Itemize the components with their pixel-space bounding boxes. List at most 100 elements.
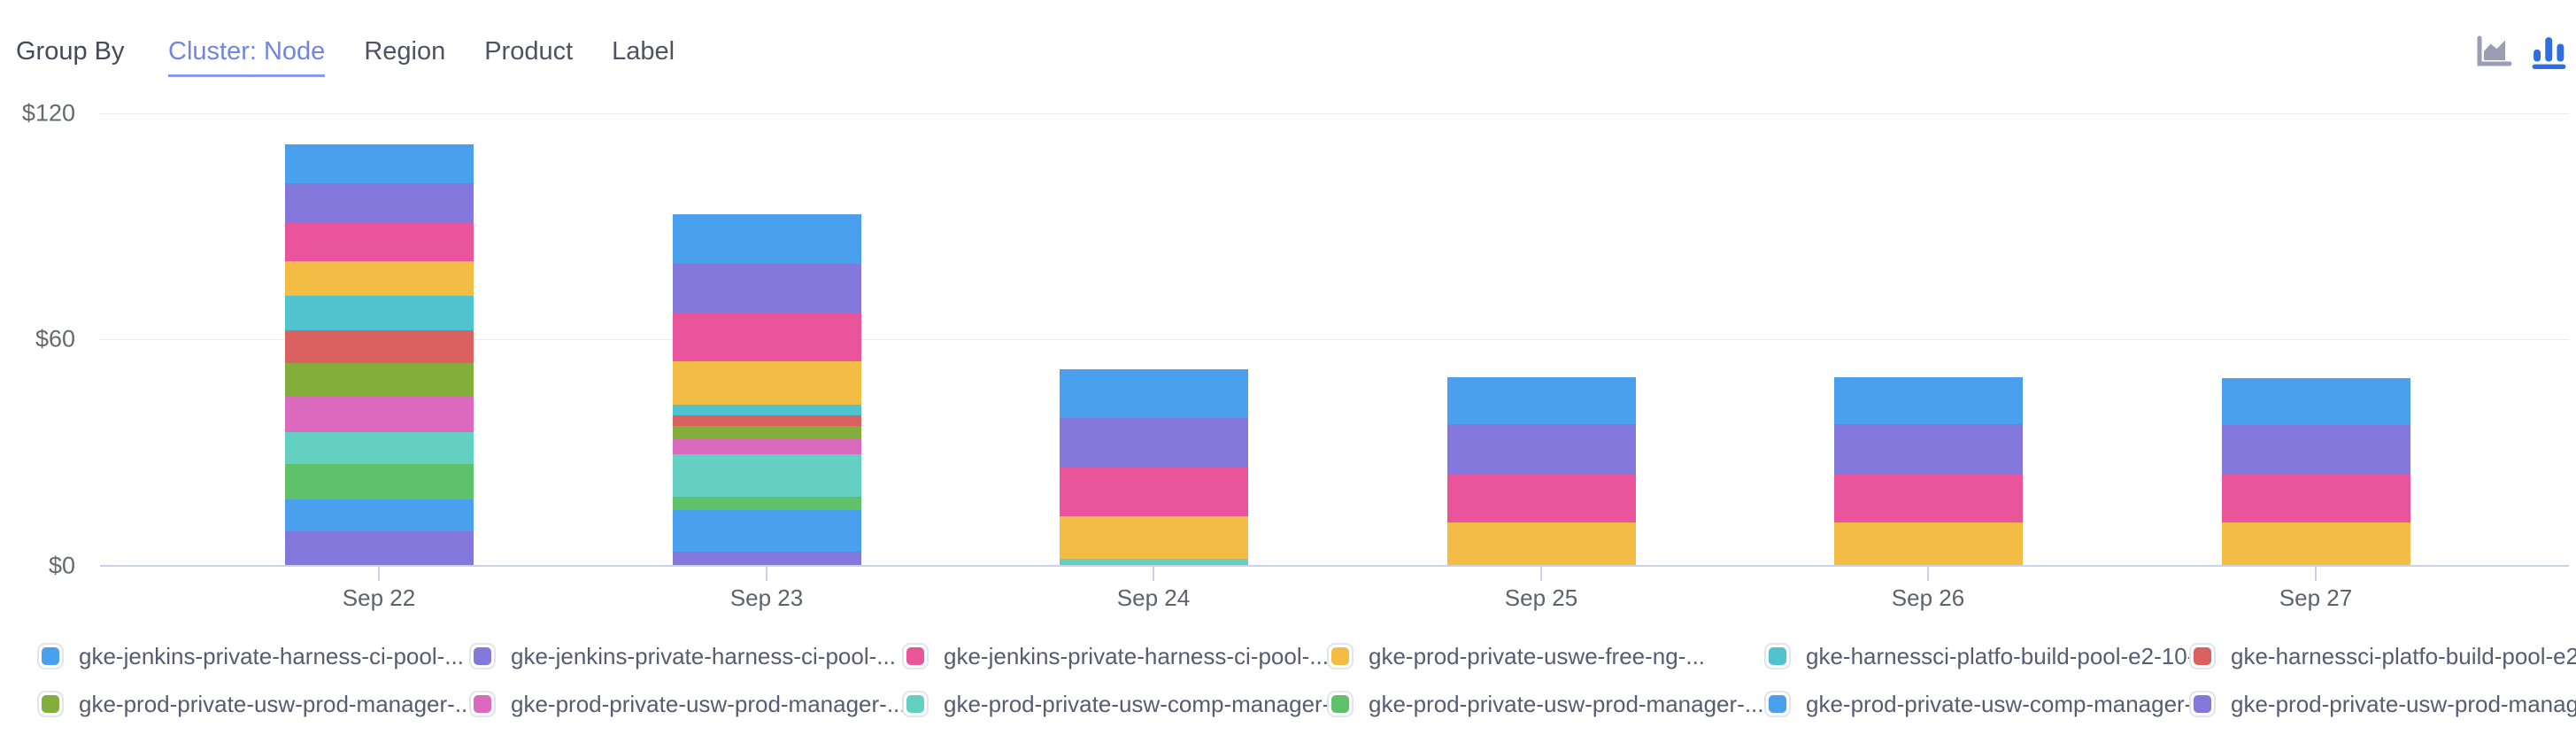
legend-item[interactable]: gke-jenkins-private-harness-ci-pool-... [902,643,1349,669]
bar-segment-sep-26[interactable] [1833,376,2023,425]
bar-segment-sep-25[interactable] [1446,474,1636,522]
x-axis-tick [1927,567,1929,581]
bar-segment-sep-24[interactable] [1059,417,1248,468]
x-axis-label: Sep 23 [729,584,804,611]
legend-item[interactable]: gke-jenkins-private-harness-ci-pool-... [469,643,906,669]
bar-segment-sep-27[interactable] [2221,377,2410,425]
legend-item[interactable]: gke-prod-private-usw-comp-manager-... [1764,691,2214,717]
bar-segment-sep-24[interactable] [1059,467,1248,516]
legend-label: gke-jenkins-private-harness-ci-pool-... [944,642,1329,669]
bar-segment-sep-26[interactable] [1833,522,2023,565]
bar-segment-sep-22[interactable] [284,363,474,397]
bar-segment-sep-24[interactable] [1059,558,1248,565]
bar-segment-sep-22[interactable] [284,144,474,184]
x-axis-tick [1153,567,1154,581]
legend-column: gke-prod-private-uswe-free-ng-... gke-pro… [1327,643,1764,717]
legend-label: gke-prod-private-usw-prod-manager-... [79,690,474,717]
bar-segment-sep-22[interactable] [284,530,474,565]
legend-swatch-icon [37,691,64,717]
y-axis-label: $120 [21,99,75,127]
x-axis-label: Sep 27 [2279,584,2353,611]
legend-swatch-icon [2189,643,2216,669]
bar-segment-sep-22[interactable] [284,396,474,432]
bar-segment-sep-22[interactable] [284,222,474,261]
legend-item[interactable]: gke-harnessci-platfo-build-pool-e2-10-..… [1764,643,2214,669]
bar-segment-sep-23[interactable] [672,405,861,415]
bar-segment-sep-25[interactable] [1446,376,1636,425]
x-axis-label: Sep 26 [1891,584,1965,611]
tab-label[interactable]: Label [612,37,675,66]
bar-segment-sep-23[interactable] [672,552,861,565]
legend-swatch-icon [902,643,929,669]
legend-item[interactable]: gke-prod-private-usw-comp-manager-... [902,691,1349,717]
legend-item[interactable]: gke-prod-private-usw-prod-manager-... [37,691,474,717]
bar-segment-sep-27[interactable] [2221,475,2410,522]
legend-label: gke-harnessci-platfo-build-pool-e2-10-..… [1806,642,2215,669]
legend-item[interactable]: gke-prod-private-usw-prod-manager-... [2189,691,2576,717]
legend-label: gke-prod-private-usw-comp-manager-... [944,690,1350,717]
legend-swatch-icon [1764,691,1791,717]
tab-cluster-node[interactable]: Cluster: Node [168,37,326,77]
bar-segment-sep-24[interactable] [1059,369,1248,418]
legend-label: gke-prod-private-usw-prod-manager-... [2231,690,2576,717]
bar-sep-27 [2221,377,2410,565]
group-by-label: Group By [16,37,125,66]
x-axis-label: Sep 22 [342,584,416,611]
bar-segment-sep-22[interactable] [284,499,474,531]
bar-segment-sep-25[interactable] [1446,522,1636,565]
bar-segment-sep-23[interactable] [672,453,861,498]
legend-item[interactable]: gke-prod-private-uswe-free-ng-... [1327,643,1764,669]
legend-item[interactable]: gke-prod-private-usw-prod-manager-... [469,691,906,717]
x-axis-tick [766,567,767,581]
chart-type-toggles [2475,35,2569,69]
bar-segment-sep-27[interactable] [2221,424,2410,476]
legend-swatch-icon [37,643,64,669]
bar-segment-sep-22[interactable] [284,260,474,297]
legend-label: gke-jenkins-private-harness-ci-pool-... [511,642,896,669]
x-axis-tick [378,567,380,581]
bar-sep-25 [1446,376,1636,566]
legend-label: gke-prod-private-usw-prod-manager-... [1369,690,1764,717]
bar-segment-sep-23[interactable] [672,361,861,406]
tab-product[interactable]: Product [484,37,574,66]
bar-sep-23 [672,214,861,565]
bar-sep-26 [1833,376,2023,566]
bar-segment-sep-25[interactable] [1446,424,1636,475]
legend-swatch-icon [1764,643,1791,669]
area-chart-icon[interactable] [2475,35,2512,67]
bar-segment-sep-23[interactable] [672,263,861,313]
legend-swatch-icon [469,691,496,717]
bar-segment-sep-23[interactable] [672,312,861,362]
bar-segment-sep-22[interactable] [284,330,474,364]
x-axis-tick [2315,567,2317,581]
y-axis-label: $0 [48,552,75,579]
legend-item[interactable]: gke-prod-private-usw-prod-manager-... [1327,691,1764,717]
legend-swatch-icon [469,643,496,669]
legend-swatch-icon [902,691,929,717]
legend-item[interactable]: gke-harnessci-platfo-build-pool-e2-10-..… [2189,643,2576,669]
bar-chart-icon[interactable] [2532,35,2569,69]
bar-segment-sep-26[interactable] [1833,424,2023,475]
bar-segment-sep-22[interactable] [284,431,474,465]
bar-segment-sep-23[interactable] [672,439,861,454]
tab-region[interactable]: Region [364,37,446,66]
bar-segment-sep-23[interactable] [672,425,861,440]
bar-segment-sep-22[interactable] [284,464,474,499]
bar-segment-sep-23[interactable] [672,497,861,511]
bar-segment-sep-23[interactable] [672,214,861,264]
legend-item[interactable]: gke-jenkins-private-harness-ci-pool-... [37,643,474,669]
bar-segment-sep-27[interactable] [2221,522,2410,565]
legend-column: gke-jenkins-private-harness-ci-pool-... g… [469,643,906,717]
legend-column: gke-jenkins-private-harness-ci-pool-... g… [902,643,1349,717]
legend-label: gke-prod-private-usw-prod-manager-... [511,690,906,717]
bar-sep-22 [284,144,474,565]
bar-segment-sep-22[interactable] [284,296,474,331]
bar-segment-sep-24[interactable] [1059,515,1248,559]
bar-segment-sep-23[interactable] [672,414,861,426]
legend-swatch-icon [1327,643,1354,669]
legend-swatch-icon [1327,691,1354,717]
bar-segment-sep-22[interactable] [284,183,474,223]
bar-segment-sep-23[interactable] [672,510,861,553]
bar-segment-sep-26[interactable] [1833,474,2023,522]
